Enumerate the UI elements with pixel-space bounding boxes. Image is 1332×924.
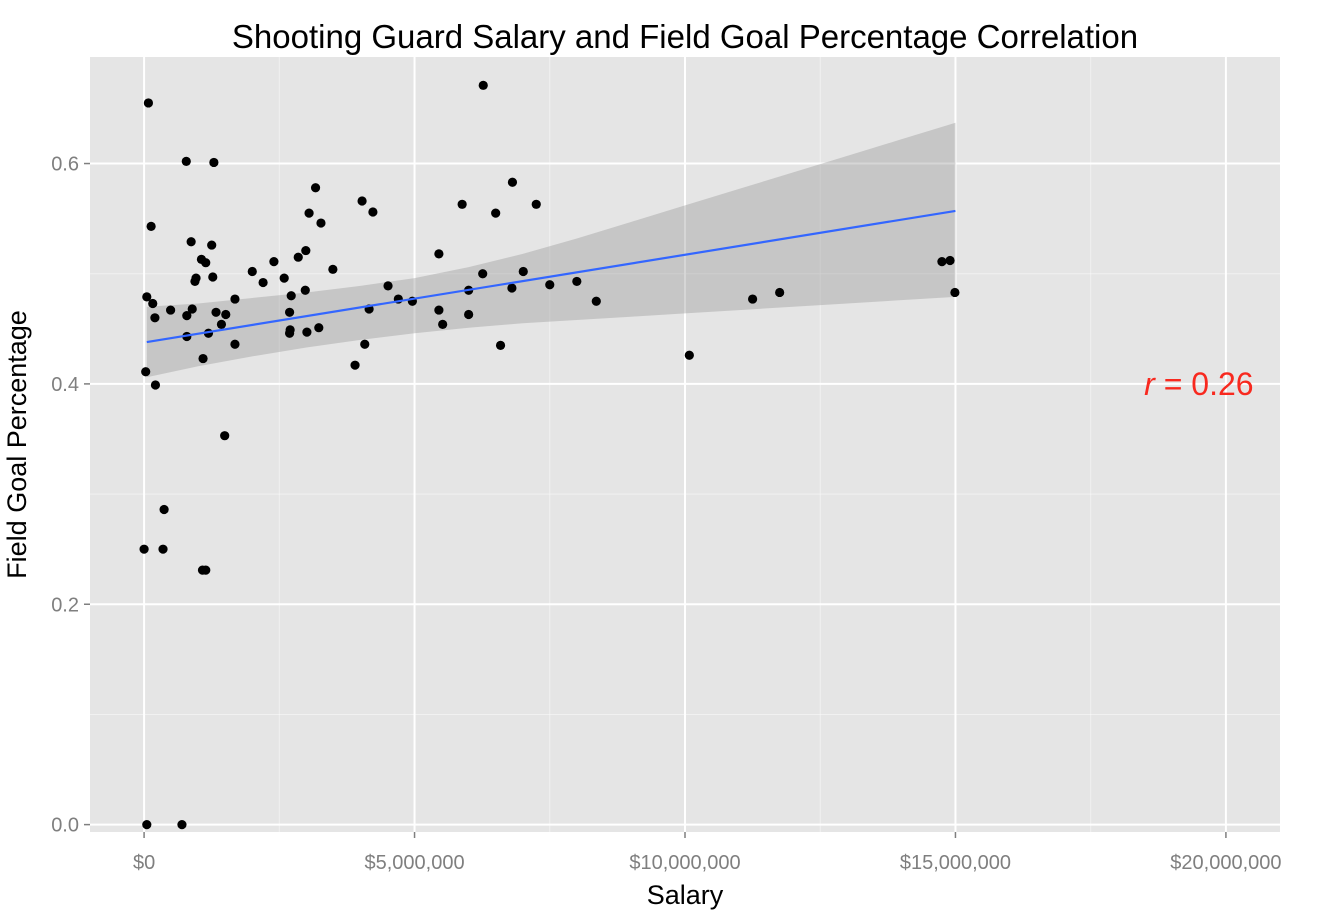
data-point [328, 264, 338, 274]
correlation-value: = 0.26 [1155, 366, 1254, 402]
correlation-symbol: r [1144, 366, 1156, 402]
data-point [301, 245, 311, 256]
data-point [201, 258, 211, 268]
data-point [187, 304, 197, 314]
data-point [150, 313, 160, 323]
data-point [166, 305, 176, 315]
data-point [507, 283, 517, 293]
data-point [545, 280, 555, 290]
data-point [198, 353, 208, 364]
x-tick-label: $5,000,000 [364, 852, 464, 874]
data-point [572, 276, 582, 287]
data-point [186, 237, 196, 247]
x-tick-label: $10,000,000 [629, 852, 740, 874]
y-tick-label: 0.0 [51, 815, 79, 837]
data-point [748, 294, 758, 304]
data-point [141, 367, 151, 377]
major-gridlines [90, 57, 1280, 832]
y-tick-label: 0.2 [51, 594, 79, 616]
data-point [438, 319, 448, 329]
data-point [286, 291, 296, 301]
x-tick-label: $0 [133, 852, 155, 874]
data-point [684, 350, 694, 360]
data-point [177, 820, 187, 830]
data-point [945, 255, 955, 266]
data-point [314, 323, 324, 333]
data-point [434, 305, 444, 315]
x-axis-ticks: $0 $5,000,000 $10,000,000 $15,000,000 $20,00… [133, 832, 1282, 874]
data-point [360, 339, 370, 349]
data-point [139, 544, 149, 554]
data-point [158, 544, 168, 554]
y-tick-label: 0.6 [51, 154, 79, 176]
data-point [293, 252, 303, 262]
data-point [285, 307, 295, 317]
data-point [182, 310, 192, 321]
data-point [159, 504, 169, 515]
data-point [310, 183, 321, 193]
regression-line [146, 209, 956, 344]
data-point [209, 157, 219, 168]
x-tick-label: $15,000,000 [900, 852, 1011, 874]
data-point [302, 327, 312, 337]
data-point [211, 307, 221, 317]
data-point [220, 431, 230, 441]
data-point [457, 199, 467, 209]
data-point [491, 208, 501, 218]
x-tick-label: $20,000,000 [1170, 852, 1281, 874]
data-point [591, 296, 601, 306]
data-point [279, 273, 289, 283]
fit-line-layer [146, 209, 956, 344]
x-axis-title: Salary [647, 880, 724, 910]
data-point [216, 319, 227, 329]
data-point [478, 269, 488, 279]
data-point [221, 309, 231, 320]
data-point [368, 207, 378, 217]
data-point [230, 339, 240, 349]
data-point [258, 277, 268, 288]
data-point [950, 287, 960, 298]
data-point [207, 240, 217, 250]
data-point [383, 281, 393, 291]
data-point [434, 249, 444, 259]
data-point [531, 199, 541, 209]
data-point [937, 257, 947, 267]
y-tick-label: 0.4 [51, 374, 79, 396]
data-point [357, 196, 367, 206]
data-point [230, 294, 240, 304]
data-point [507, 177, 518, 187]
data-point [201, 565, 211, 575]
correlation-annotation: r = 0.26 [1144, 366, 1253, 402]
data-point [148, 298, 158, 309]
data-point [350, 360, 360, 370]
data-point [208, 272, 218, 282]
data-point [146, 221, 156, 231]
data-point [300, 285, 310, 295]
chart-title: Shooting Guard Salary and Field Goal Per… [232, 18, 1138, 55]
data-point [142, 820, 152, 830]
data-point [775, 287, 785, 298]
confidence-band [146, 122, 956, 378]
data-point [150, 380, 161, 390]
data-point [269, 257, 279, 267]
y-axis-title: Field Goal Percentage [2, 310, 32, 579]
data-point [464, 309, 474, 320]
data-point [495, 340, 506, 350]
data-point [247, 266, 257, 277]
annotation-layer: r = 0.26 [1144, 366, 1253, 402]
y-axis-ticks: 0.0 0.2 0.4 0.6 [51, 154, 90, 837]
data-point [181, 156, 191, 166]
data-point [478, 80, 488, 90]
data-point [518, 266, 528, 277]
data-point [143, 98, 154, 108]
data-point [142, 292, 152, 302]
data-point [285, 328, 295, 338]
data-point [316, 218, 326, 228]
confidence-band-layer [146, 122, 956, 378]
data-point [190, 276, 200, 287]
data-point [304, 208, 314, 218]
